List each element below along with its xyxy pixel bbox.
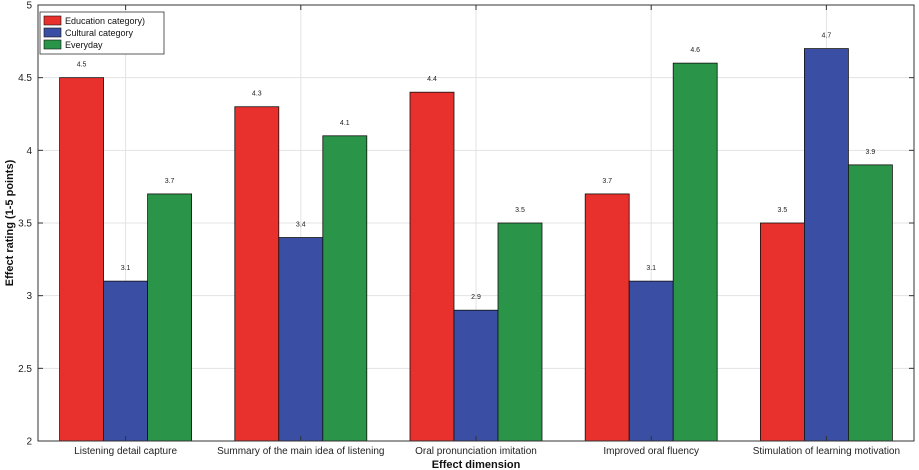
data-label: 3.4: [296, 222, 306, 229]
x-tick-label: Stimulation of learning motivation: [753, 446, 900, 457]
bar[interactable]: [147, 193, 193, 442]
data-label: 3.5: [778, 207, 788, 214]
data-label: 3.1: [646, 265, 656, 272]
x-axis: Listening detail capture Summary of the m…: [74, 5, 900, 457]
data-label: 3.9: [866, 149, 876, 156]
y-tick-label: 4: [26, 146, 32, 157]
legend-label: Education category): [65, 16, 145, 26]
legend-swatch: [43, 27, 62, 38]
data-label: 4.3: [252, 91, 262, 98]
data-label: 3.5: [515, 207, 525, 214]
bar[interactable]: [672, 62, 718, 442]
bar[interactable]: [848, 164, 893, 442]
y-tick-label: 5: [26, 1, 32, 12]
y-tick-label: 3: [26, 291, 32, 302]
data-label: 4.7: [822, 33, 832, 40]
data-label: 4.1: [340, 120, 350, 127]
x-tick-label: Summary of the main idea of listening: [217, 446, 384, 457]
x-tick-label: Listening detail capture: [74, 446, 177, 457]
data-label: 3.1: [121, 265, 131, 272]
bar[interactable]: [103, 280, 148, 442]
bar[interactable]: [234, 106, 280, 442]
bar[interactable]: [59, 77, 104, 442]
legend-label: Cultural category: [65, 28, 134, 38]
x-axis-label: Effect dimension: [432, 459, 521, 470]
data-label: 4.6: [690, 47, 700, 54]
data-label: 3.7: [165, 178, 175, 185]
legend[interactable]: Education category) Cultural category Ever…: [39, 11, 165, 55]
legend-label: Everyday: [65, 40, 103, 50]
bar[interactable]: [760, 222, 805, 442]
bar[interactable]: [409, 91, 455, 442]
bar[interactable]: [804, 48, 849, 442]
bars: [59, 48, 893, 442]
y-tick-label: 3.5: [18, 219, 32, 230]
legend-swatch: [43, 39, 62, 50]
x-tick-label: Improved oral fluency: [603, 446, 699, 457]
bar[interactable]: [584, 193, 630, 442]
y-tick-label: 4.5: [18, 73, 32, 84]
bar[interactable]: [497, 222, 543, 442]
bar[interactable]: [453, 309, 499, 442]
y-tick-label: 2: [26, 437, 32, 448]
data-label: 4.5: [77, 62, 87, 69]
bar[interactable]: [322, 135, 368, 442]
data-label: 4.4: [427, 76, 437, 83]
y-tick-label: 2.5: [18, 364, 32, 375]
bar[interactable]: [628, 280, 674, 442]
y-axis-label: Effect rating (1-5 points): [4, 159, 16, 286]
data-labels: 4.5 3.1 3.7 4.3 3.4 4.1 4.4 2.9 3.5 3.7 3.1 4.6 3.5 4…: [77, 33, 876, 302]
bar[interactable]: [278, 237, 324, 442]
data-label: 3.7: [602, 178, 612, 185]
y-axis: 2 2.5 3 3.5 4 4.5 5: [18, 1, 914, 448]
data-label: 2.9: [471, 294, 481, 301]
x-tick-label: Oral pronunciation imitation: [415, 446, 537, 457]
legend-swatch: [43, 15, 62, 26]
